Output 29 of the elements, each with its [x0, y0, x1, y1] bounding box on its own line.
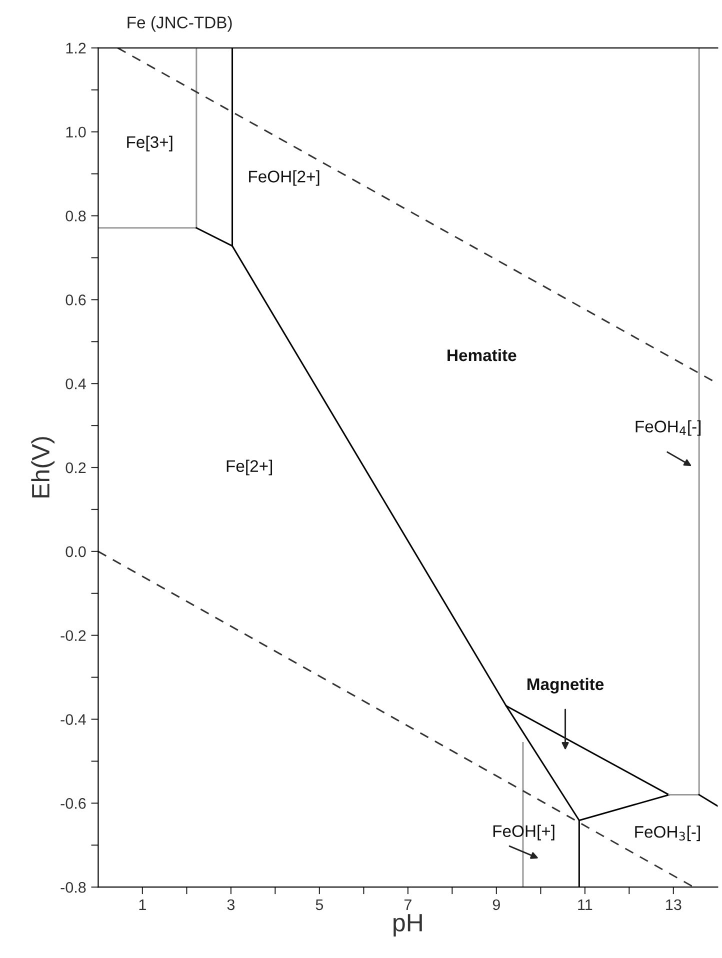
y-axis-title: Eh(V) — [31, 437, 54, 498]
x-tick-label: 1 — [139, 899, 146, 910]
annotation: Hematite — [448, 348, 516, 362]
y-tick-label: 0.4 — [66, 378, 86, 390]
annotation: Fe[3+] — [127, 136, 172, 152]
y-tick-label: 0.6 — [66, 294, 86, 306]
annotation: Magnetite — [528, 678, 604, 694]
y-tick-label: 1.0 — [66, 126, 86, 138]
x-tick-label: 13 — [666, 899, 682, 910]
x-tick-label: 3 — [227, 899, 235, 910]
y-tick-label: -0.6 — [60, 798, 86, 809]
y-tick-label: 0.0 — [66, 546, 86, 558]
chart-title: Fe (JNC-TDB) — [128, 16, 232, 32]
annotation: FeOH[2+] — [249, 170, 320, 186]
x-tick-label: 11 — [578, 899, 592, 910]
annotation: FeOH$_{4}$[-] — [636, 420, 701, 436]
y-tick-label: 1.2 — [66, 42, 86, 54]
y-tick-label: 0.2 — [66, 462, 86, 474]
annotation: Fe[2+] — [226, 460, 272, 476]
x-tick-label: 5 — [316, 899, 324, 910]
x-axis-title: pH — [394, 914, 422, 936]
x-tick-label: 9 — [492, 899, 500, 910]
y-tick-label: -0.8 — [60, 882, 86, 893]
y-tick-label: -0.4 — [60, 714, 86, 725]
annotation: FeOH[+] — [493, 824, 554, 840]
x-tick-label: 7 — [404, 899, 412, 910]
y-tick-label: 0.8 — [66, 210, 86, 222]
y-tick-label: -0.2 — [60, 630, 86, 642]
annotation: FeOH$_{3}$[-] — [635, 826, 700, 842]
